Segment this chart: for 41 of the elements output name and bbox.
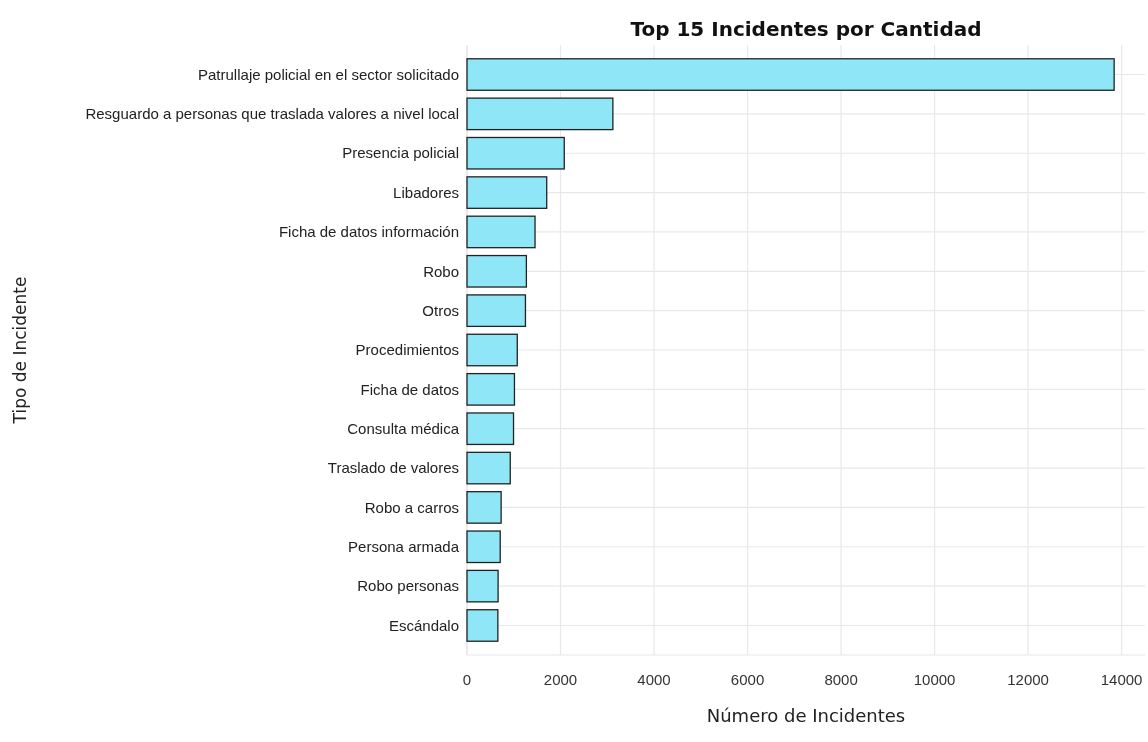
y-tick-label: Escándalo xyxy=(388,616,459,634)
bar xyxy=(466,254,528,288)
x-tick-label: 14000 xyxy=(1100,671,1143,688)
y-tick-label: Patrullaje policial en el sector solicitado xyxy=(198,65,459,83)
y-tick-label: Robo xyxy=(423,262,459,280)
bar xyxy=(466,97,614,131)
y-tick-label: Resguardo a personas que traslada valores a nivel local xyxy=(85,105,459,123)
bar xyxy=(466,136,565,170)
x-tick-label: 0 xyxy=(462,671,472,688)
bar xyxy=(466,58,1115,91)
x-tick-label: 12000 xyxy=(1007,671,1049,688)
y-tick-label: Presencia policial xyxy=(342,144,459,162)
bar xyxy=(466,294,527,328)
y-tick-label: Ficha de datos xyxy=(360,380,459,398)
x-axis-title: Número de Incidentes xyxy=(706,705,906,726)
bar xyxy=(466,372,516,406)
x-tick-label: 4000 xyxy=(637,671,671,688)
bar xyxy=(466,451,511,485)
bar xyxy=(466,569,499,603)
bar xyxy=(466,176,548,209)
bar xyxy=(466,215,536,249)
y-axis-title: Tipo de Incidente xyxy=(10,276,30,425)
bar xyxy=(466,333,518,367)
y-tick-label: Libadores xyxy=(393,183,459,201)
y-tick-label: Consulta médica xyxy=(347,419,460,437)
x-tick-label: 8000 xyxy=(824,671,858,688)
y-tick-label: Robo personas xyxy=(357,577,459,595)
bar xyxy=(466,412,515,446)
y-tick-label: Persona armada xyxy=(348,538,460,556)
bar xyxy=(466,491,502,524)
bar xyxy=(466,530,501,564)
y-tick-label: Ficha de datos información xyxy=(278,223,459,241)
bar xyxy=(466,609,499,642)
x-tick-label: 10000 xyxy=(913,671,956,688)
x-tick-label: 2000 xyxy=(543,671,578,688)
y-tick-label: Traslado de valores xyxy=(327,459,459,477)
y-tick-label: Robo a carros xyxy=(364,498,459,516)
y-tick-label: Procedimientos xyxy=(355,341,459,359)
y-tick-label: Otros xyxy=(422,301,459,319)
x-tick-label: 6000 xyxy=(730,671,765,688)
chart-title: Top 15 Incidentes por Cantidad xyxy=(630,17,982,41)
